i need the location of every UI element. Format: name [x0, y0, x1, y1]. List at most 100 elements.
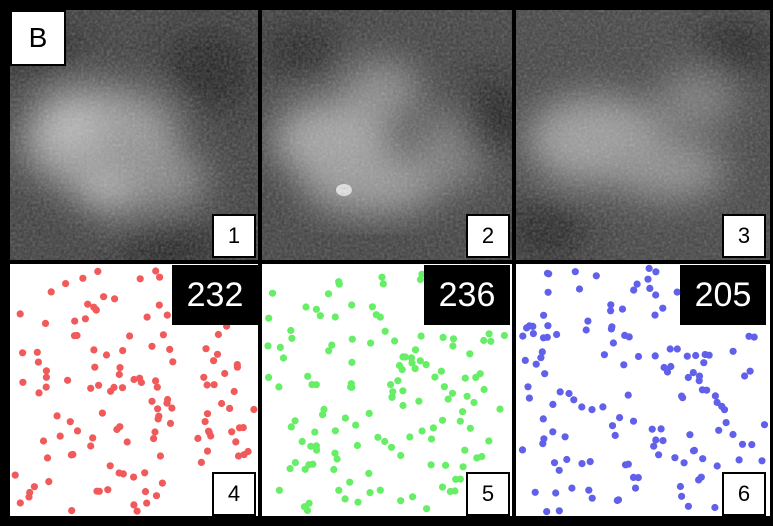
detection-dot	[518, 446, 527, 454]
detection-dot	[760, 421, 769, 429]
detection-dot	[328, 341, 336, 349]
detection-dot	[552, 489, 560, 497]
detection-dot	[389, 388, 397, 396]
detection-dot	[427, 435, 436, 443]
detection-dot	[35, 389, 43, 397]
detection-dot	[466, 350, 474, 358]
detection-dot	[588, 406, 596, 414]
detection-dot	[652, 436, 660, 444]
micrograph-panel-3	[516, 10, 770, 260]
detection-dot	[660, 363, 668, 372]
detection-dot	[331, 313, 339, 321]
detection-dot	[553, 330, 561, 339]
detection-dot	[680, 459, 688, 467]
detection-dot	[700, 359, 708, 367]
detection-dot	[565, 389, 573, 398]
detection-dot	[330, 465, 338, 474]
detection-dot	[233, 363, 241, 371]
detection-dot	[616, 414, 624, 422]
detection-dot	[130, 501, 138, 509]
detection-dot	[166, 419, 175, 427]
detection-dot	[130, 473, 138, 481]
detection-dot	[287, 423, 295, 431]
detection-dot	[678, 492, 686, 500]
detection-dot	[701, 350, 709, 359]
detection-dot	[365, 469, 373, 477]
detection-dot	[312, 442, 320, 450]
detection-dot	[104, 486, 112, 494]
detection-dots-4	[11, 267, 258, 515]
detection-dot	[152, 377, 160, 385]
detection-dot	[561, 433, 569, 441]
detection-dot	[156, 452, 164, 460]
detection-dot	[541, 370, 549, 378]
detection-dot	[298, 437, 306, 446]
detection-dot	[118, 384, 127, 392]
detection-dot	[555, 507, 563, 515]
detection-dot	[268, 289, 277, 297]
detection-dot	[582, 326, 590, 334]
detection-dot	[264, 342, 272, 350]
detection-dot	[347, 383, 355, 391]
detection-dot	[715, 426, 723, 434]
detection-dot	[155, 301, 163, 309]
detection-dot	[250, 405, 258, 414]
detection-dot	[166, 345, 174, 353]
detection-dot	[570, 396, 578, 404]
detection-dot	[163, 311, 171, 319]
detection-dot	[684, 373, 692, 382]
detection-dots-5	[264, 270, 508, 514]
detection-dot	[123, 438, 131, 446]
detection-dot	[200, 373, 208, 381]
detection-dot	[399, 387, 407, 395]
detection-dot	[418, 427, 426, 435]
detection-dot	[624, 391, 632, 399]
detection-dots-6	[518, 264, 769, 516]
detection-dot	[648, 425, 656, 433]
detection-dot	[699, 455, 707, 463]
detection-dot	[98, 409, 106, 417]
count-label-4: 232	[172, 265, 258, 325]
detection-dot	[68, 507, 76, 515]
detection-dot	[540, 311, 548, 319]
detection-dot	[578, 460, 586, 468]
panel-number-3: 3	[722, 214, 766, 258]
detection-dot	[158, 479, 166, 487]
detection-dot	[431, 373, 439, 381]
detection-dot	[646, 284, 654, 292]
detection-dot	[325, 347, 333, 355]
detection-dot	[659, 304, 667, 312]
detection-dot	[422, 361, 430, 369]
detection-dot	[684, 502, 692, 510]
panel-number-1: 1	[212, 214, 256, 258]
detection-dot	[378, 273, 386, 281]
detection-dot	[388, 393, 396, 401]
detection-dot	[154, 405, 162, 413]
detection-dot	[618, 305, 627, 313]
detection-dot	[381, 327, 389, 335]
detection-dot	[152, 492, 161, 500]
micrograph-image-3	[516, 10, 770, 260]
detection-dot	[729, 347, 737, 355]
detection-dot	[202, 345, 210, 353]
detection-dot	[735, 456, 743, 464]
detection-dot	[592, 272, 600, 280]
detection-dot	[448, 389, 457, 397]
detection-dot	[265, 314, 273, 322]
detection-dot	[94, 267, 102, 275]
detection-dot	[657, 425, 665, 433]
detection-dot	[95, 381, 103, 389]
detection-dot	[521, 356, 529, 364]
detection-dot	[720, 406, 729, 414]
detection-dot	[613, 496, 621, 505]
detection-dot	[387, 443, 396, 451]
detection-dot	[459, 463, 467, 471]
detection-dot	[437, 367, 445, 375]
detection-dot	[713, 462, 721, 470]
detection-dot	[348, 335, 356, 343]
detection-dot	[115, 370, 123, 379]
detection-dot	[66, 418, 74, 426]
detection-dot	[41, 319, 50, 327]
detection-dot	[532, 360, 540, 368]
detection-dot	[194, 434, 202, 442]
